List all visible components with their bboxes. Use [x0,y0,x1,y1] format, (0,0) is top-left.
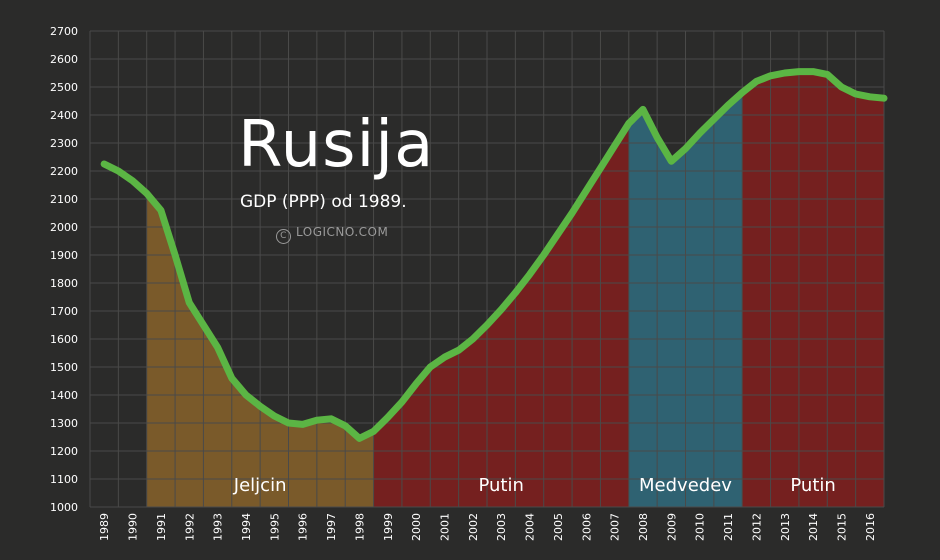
x-tick-label: 2016 [864,513,877,541]
x-tick-label: 1995 [268,513,281,541]
era-label: Medvedev [639,475,732,496]
x-tick-label: 2014 [807,513,820,541]
y-tick-label: 1400 [50,389,78,402]
x-tick-label: 1992 [183,513,196,541]
gdp-line [100,68,888,442]
x-tick-label: 2002 [467,513,480,541]
y-tick-label: 2100 [50,193,78,206]
x-tick-label: 1999 [382,513,395,541]
x-tick-label: 1994 [240,513,253,541]
x-tick-label: 1998 [353,513,366,541]
y-tick-label: 2600 [50,53,78,66]
era-region-1 [373,123,629,508]
x-tick-label: 2004 [524,513,537,541]
x-tick-label: 2010 [694,513,707,541]
x-tick-label: 1993 [212,513,225,541]
x-tick-label: 1997 [325,513,338,541]
x-tick-label: 2007 [609,513,622,541]
x-tick-label: 2001 [438,513,451,541]
y-tick-label: 1000 [50,501,78,514]
x-tick-label: 2015 [835,513,848,541]
x-tick-label: 2008 [637,513,650,541]
x-tick-label: 2009 [665,513,678,541]
x-tick-label: 2012 [750,513,763,541]
x-tick-label: 2005 [552,513,565,541]
y-tick-label: 2400 [50,109,78,122]
y-tick-label: 1100 [50,473,78,486]
x-tick-label: 2000 [410,513,423,541]
era-label: Putin [478,475,523,496]
x-tick-label: 2013 [779,513,792,541]
x-tick-label: 1990 [127,513,140,541]
y-tick-label: 2300 [50,137,78,150]
y-tick-label: 1200 [50,445,78,458]
y-tick-label: 1700 [50,305,78,318]
y-tick-label: 2000 [50,221,78,234]
x-tick-label: 1996 [297,513,310,541]
y-tick-label: 1300 [50,417,78,430]
era-label: Jeljcin [233,475,287,496]
x-tick-label: 2006 [580,513,593,541]
x-tick-label: 1991 [155,513,168,541]
y-tick-label: 1600 [50,333,78,346]
y-tick-label: 2500 [50,81,78,94]
y-tick-label: 2700 [50,25,78,38]
x-tick-label: 1989 [98,513,111,541]
y-tick-label: 1900 [50,249,78,262]
x-tick-label: 2011 [722,513,735,541]
x-tick-label: 2003 [495,513,508,541]
y-tick-label: 1500 [50,361,78,374]
era-region-3 [742,71,884,507]
y-tick-label: 2200 [50,165,78,178]
y-tick-label: 1800 [50,277,78,290]
era-label: Putin [790,475,835,496]
